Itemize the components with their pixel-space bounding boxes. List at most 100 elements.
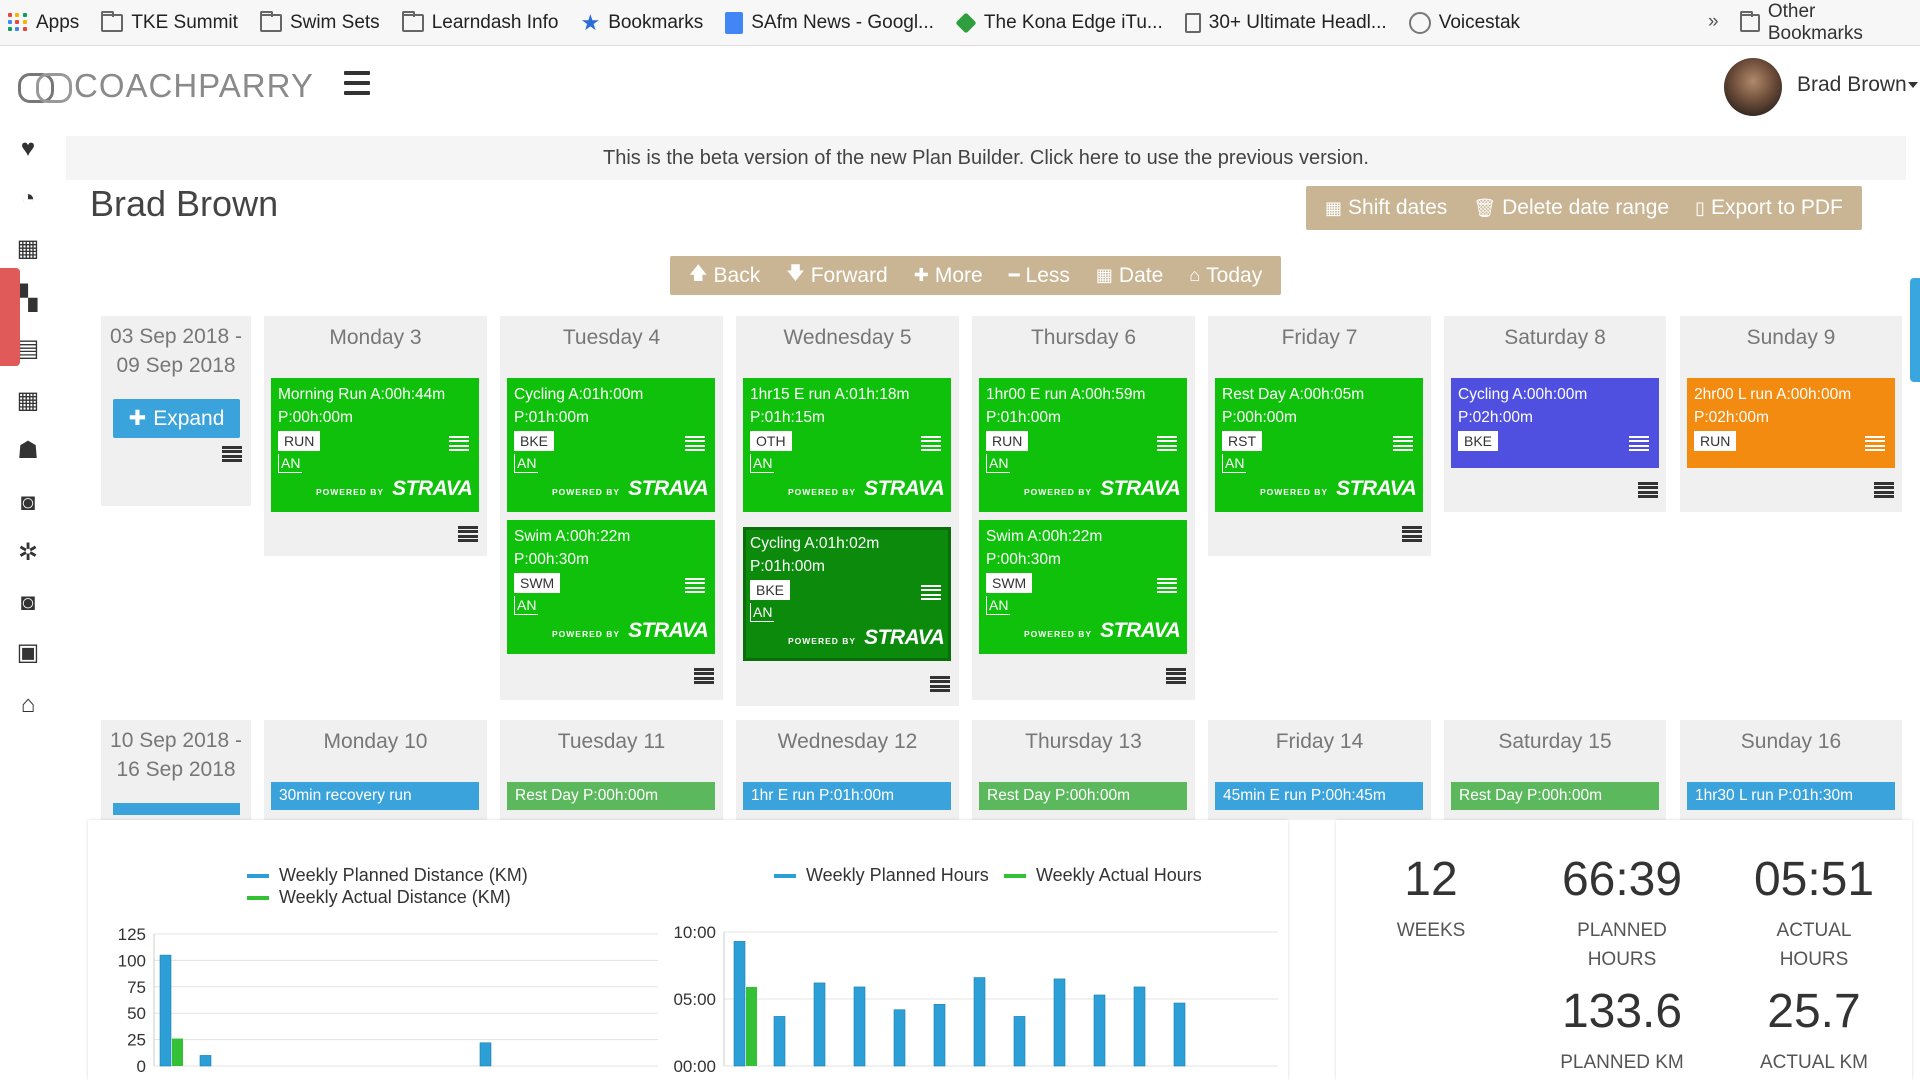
bookmark-label: Bookmarks [608, 11, 704, 33]
card-menu-icon[interactable] [1629, 436, 1649, 451]
stat-weeks-label: WEEKS [1396, 920, 1466, 941]
workout-card-selected[interactable]: Cycling A:01h:02m P:01h:00m BKE AN POWER… [743, 527, 951, 661]
heartbeat-icon[interactable]: ♥ [20, 135, 36, 162]
today-button[interactable]: ⌂ Today [1176, 256, 1275, 295]
button-label: Date [1118, 263, 1164, 287]
avatar[interactable] [1724, 58, 1782, 116]
calendar-icon[interactable]: ▦ [16, 235, 40, 262]
workout-card[interactable]: 1hr15 E run A:01h:18m P:01h:15m OTH AN P… [743, 378, 951, 512]
workout-card[interactable]: Morning Run A:00h:44m P:00h:00m RUN AN P… [271, 378, 479, 512]
card-menu-icon[interactable] [1157, 436, 1177, 451]
card-menu-icon[interactable] [1393, 436, 1413, 451]
bookmark-voicestak[interactable]: Voicestak [1408, 11, 1520, 34]
export-pdf-button[interactable]: ▯ Export to PDF [1682, 186, 1856, 230]
day-menu-icon[interactable] [930, 676, 950, 692]
bookmark-apps[interactable]: Apps [8, 12, 79, 34]
workout-card[interactable]: Rest Day A:00h:05m P:00h:00m RST AN POWE… [1215, 378, 1423, 512]
date-button[interactable]: ▦ Date [1083, 256, 1176, 295]
workout-card[interactable]: Swim A:00h:22m P:00h:30m SWM AN POWERED … [979, 520, 1187, 654]
day-menu-icon[interactable] [1402, 526, 1422, 542]
bookmark-tke-summit[interactable]: TKE Summit [101, 10, 238, 34]
less-button[interactable]: ━ Less [996, 256, 1083, 295]
strava-badge: POWERED BY STRAVA [552, 477, 709, 504]
folder-icon [1740, 11, 1760, 32]
day-menu-icon[interactable] [1638, 482, 1658, 498]
planned-workout[interactable]: 1hr30 L run P:01h:30m [1687, 782, 1895, 810]
grid-icon[interactable]: ▚ [18, 285, 38, 312]
home-icon[interactable]: ⌂ [20, 691, 36, 718]
bookmark-learndash-info[interactable]: Learndash Info [401, 10, 558, 34]
planned-workout[interactable]: Rest Day P:00h:00m [507, 782, 715, 810]
y-tick-label: 10:00 [673, 923, 716, 942]
shift-dates-button[interactable]: ▦ Shift dates [1312, 186, 1460, 230]
planned-workout[interactable]: Rest Day P:00h:00m [1451, 782, 1659, 810]
week-range-label: 10 Sep 2018 - 16 Sep 2018 [101, 726, 251, 784]
strava-logo: STRAVA [1100, 619, 1181, 642]
workout-card[interactable]: Cycling A:00h:00m P:02h:00m BKE [1451, 378, 1659, 468]
workout-planned: P:01h:00m [514, 409, 589, 426]
cogs-icon[interactable]: ✲ [17, 539, 39, 566]
card-menu-icon[interactable] [1157, 578, 1177, 593]
day-menu-icon[interactable] [1874, 482, 1894, 498]
card-menu-icon[interactable] [449, 436, 469, 451]
newspaper-icon[interactable]: ▤ [16, 335, 40, 362]
menu-toggle-button[interactable] [344, 71, 370, 95]
back-button[interactable]: 🡅 Back [676, 256, 773, 295]
card-menu-icon[interactable] [921, 585, 941, 600]
expand-week-button[interactable]: ✚ Expand [113, 399, 240, 438]
beta-notice-link[interactable]: This is the beta version of the new Plan… [66, 136, 1906, 180]
comments-icon[interactable]: ◙ [20, 489, 36, 516]
sport-tag: RUN [986, 431, 1029, 451]
workout-card[interactable]: Cycling A:01h:00m P:01h:00m BKE AN POWER… [507, 378, 715, 512]
users-icon[interactable]: ☗ [17, 437, 39, 464]
button-label: Delete date range [1502, 196, 1670, 219]
workout-card[interactable]: 2hr00 L run A:00h:00m P:02h:00m RUN [1687, 378, 1895, 468]
calendar-alt-icon[interactable]: ▦ [16, 387, 40, 414]
user-menu-button[interactable]: Brad Brown [1797, 73, 1907, 96]
forward-button[interactable]: 🡇 Forward [773, 256, 901, 295]
card-menu-icon[interactable] [685, 436, 705, 451]
side-panel-tab[interactable] [1910, 278, 1920, 382]
planned-workout[interactable]: 1hr E run P:01h:00m [743, 782, 951, 810]
delete-date-range-button[interactable]: 🗑 Delete date range [1460, 186, 1682, 230]
day-menu-icon[interactable] [694, 668, 714, 684]
feedback-tab[interactable] [0, 268, 20, 366]
legend-entry[interactable]: Weekly Actual Distance (KM) [247, 887, 511, 908]
bookmark-label: TKE Summit [131, 11, 238, 33]
image-icon[interactable]: ▣ [16, 639, 40, 666]
day-header: Saturday 8 [1504, 326, 1606, 349]
legend-swatch [1004, 873, 1026, 878]
kona-icon [955, 11, 977, 34]
bookmark-bookmarks[interactable]: ★ Bookmarks [580, 10, 703, 36]
planned-workout[interactable]: 30min recovery run [271, 782, 479, 810]
week-menu-icon[interactable] [222, 446, 242, 462]
legend-entry[interactable]: Weekly Planned Distance (KM) [247, 865, 528, 886]
legend-entry[interactable]: Weekly Actual Hours [1004, 865, 1202, 886]
planned-workout[interactable]: Rest Day P:00h:00m [979, 782, 1187, 810]
more-button[interactable]: ✚ More [901, 256, 996, 295]
bookmarks-overflow-button[interactable]: » [1708, 11, 1719, 32]
dashboard-icon[interactable]: ◔ [20, 185, 36, 212]
workout-planned: P:01h:15m [750, 409, 825, 426]
day-menu-icon[interactable] [1166, 668, 1186, 684]
bookmark-other-bookmarks[interactable]: Other Bookmarks [1740, 0, 1898, 46]
workout-card[interactable]: 1hr00 E run A:00h:59m P:01h:00m RUN AN P… [979, 378, 1187, 512]
card-menu-icon[interactable] [685, 578, 705, 593]
planned-workout[interactable]: 45min E run P:00h:45m [1215, 782, 1423, 810]
bookmark-safm-news[interactable]: SAfm News - Googl... [725, 11, 934, 34]
planned-bar [479, 1042, 492, 1067]
card-menu-icon[interactable] [1865, 436, 1885, 451]
workout-card[interactable]: Swim A:00h:22m P:00h:30m SWM AN POWERED … [507, 520, 715, 654]
day-menu-icon[interactable] [458, 526, 478, 542]
coachparry-logo[interactable]: COACHPARRY [18, 67, 314, 105]
bookmark-ultimate-headlines[interactable]: 30+ Ultimate Headl... [1184, 12, 1387, 34]
bookmark-kona-edge[interactable]: The Kona Edge iTu... [955, 11, 1163, 34]
planned-bar [1093, 994, 1106, 1067]
strava-powered: POWERED BY [1260, 487, 1329, 497]
chat-icon[interactable]: ◙ [20, 589, 36, 616]
legend-entry[interactable]: Weekly Planned Hours [774, 865, 989, 886]
card-menu-icon[interactable] [921, 436, 941, 451]
bookmark-swim-sets[interactable]: Swim Sets [259, 10, 380, 34]
expand-week-button[interactable] [113, 803, 240, 815]
caret-down-icon[interactable] [1908, 82, 1918, 88]
